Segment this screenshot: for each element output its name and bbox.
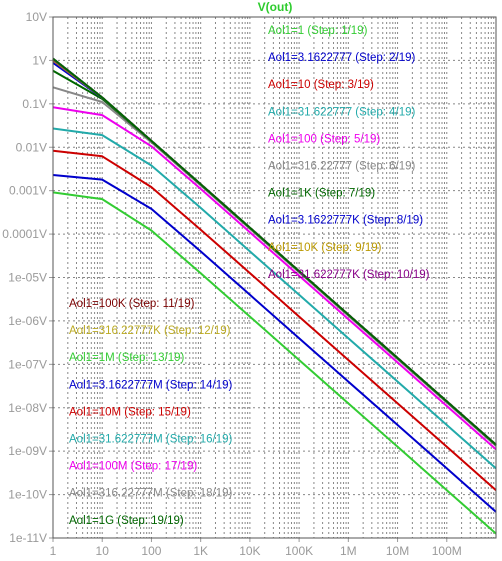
- legend-entry-1: Aol1=1 (Step: 1/19): [268, 25, 368, 37]
- x-tick-label: 100M: [432, 544, 462, 558]
- series-line-2: [52, 174, 497, 513]
- legend-entry-16: Aol1=31.622777M (Step: 16/19): [69, 434, 233, 446]
- legend-entry-17: Aol1=100M (Step: 17/19): [69, 461, 197, 473]
- x-tick-label: 1: [50, 544, 57, 558]
- y-tick-label: 1V: [32, 53, 47, 67]
- y-tick-label: 1e-05V: [8, 271, 47, 285]
- y-tick-label: 1e-10V: [8, 488, 47, 502]
- y-tick-label: 0.1V: [22, 97, 47, 111]
- grid-lines: [53, 17, 496, 538]
- x-tick-label: 1K: [193, 544, 208, 558]
- series-line-1: [52, 191, 497, 535]
- legend: Aol1=1 (Step: 1/19) Aol1=3.1622777 (Step:…: [69, 25, 430, 527]
- y-tick-label: 1e-09V: [8, 444, 47, 458]
- y-tick-label: 0.001V: [9, 184, 47, 198]
- legend-entry-3: Aol1=10 (Step: 3/19): [268, 79, 374, 91]
- legend-entry-12: Aol1=316.22777K (Step: 12/19): [69, 325, 231, 337]
- x-tick-label: 10: [96, 544, 110, 558]
- y-tick-label: 0.0001V: [2, 227, 47, 241]
- x-tick-label: 10M: [386, 544, 409, 558]
- x-axis-tick-labels: 1 10 100 1K 10K 100K 1M 10M 100M: [50, 538, 462, 558]
- legend-entry-5: Aol1=100 (Step: 5/19): [268, 133, 380, 145]
- legend-entry-9: Aol1=10K (Step: 9/19): [268, 242, 382, 254]
- series-line-5: [52, 106, 497, 451]
- legend-entry-6: Aol1=316.22777 (Step: 6/19): [268, 161, 416, 173]
- legend-entry-10: Aol1=31.622777K (Step: 10/19): [268, 269, 430, 281]
- y-tick-label: 1e-07V: [8, 357, 47, 371]
- series-line-3: [52, 149, 497, 491]
- legend-entry-13: Aol1=1M (Step: 13/19): [69, 352, 185, 364]
- y-tick-label: 10V: [26, 10, 47, 24]
- series-lines: [52, 57, 497, 535]
- legend-entry-4: Aol1=31.622777 (Step: 4/19): [268, 106, 416, 118]
- legend-entry-7: Aol1=1K (Step: 7/19): [268, 188, 375, 200]
- legend-entry-8: Aol1=3.1622777K (Step: 8/19): [268, 215, 423, 227]
- legend-entry-18: Aol1=316.22777M (Step: 18/19): [69, 488, 233, 500]
- x-tick-label: 100: [141, 544, 161, 558]
- series-line-4: [52, 127, 497, 470]
- legend-entry-11: Aol1=100K (Step: 11/19): [69, 298, 195, 310]
- legend-entry-2: Aol1=3.1622777 (Step: 2/19): [268, 52, 416, 64]
- y-tick-label: 1e-11V: [9, 531, 47, 545]
- legend-entry-19: Aol1=1G (Step: 19/19): [69, 515, 184, 527]
- y-tick-label: 0.01V: [16, 140, 47, 154]
- y-tick-label: 1e-08V: [8, 401, 47, 415]
- legend-entry-14: Aol1=3.1622777M (Step: 14/19): [69, 379, 233, 391]
- y-axis-tick-labels: 10V 1V 0.1V 0.01V 0.001V 0.0001V 1e-05V 1e-06V 1…: [2, 10, 53, 545]
- chart-title: V(out): [258, 0, 293, 14]
- plot-frame: [52, 16, 497, 539]
- legend-entry-15: Aol1=10M (Step: 15/19): [69, 406, 191, 418]
- x-tick-label: 100K: [285, 544, 313, 558]
- x-tick-label: 1M: [340, 544, 357, 558]
- x-tick-label: 10K: [239, 544, 260, 558]
- series-line-19: [52, 57, 497, 446]
- y-tick-label: 1e-06V: [8, 314, 47, 328]
